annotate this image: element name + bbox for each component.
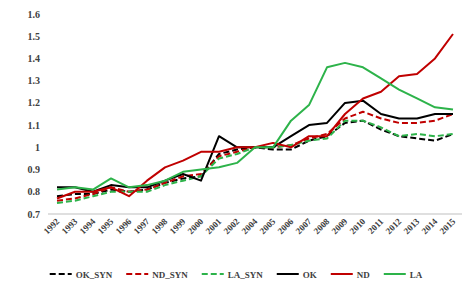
x-tick-label: 2001 bbox=[204, 216, 224, 236]
legend-label: LA bbox=[410, 270, 423, 280]
x-tick-label: 2004 bbox=[240, 216, 260, 236]
legend-label: LA_SYN bbox=[228, 270, 264, 280]
y-tick-label: 1.2 bbox=[28, 97, 41, 108]
x-tick-label: 2014 bbox=[420, 216, 440, 236]
chart: 0.7 0.8 0.9 1 1.1 1.2 1.3 1.4 1.5 1.6 199219931994… bbox=[0, 0, 472, 284]
x-tick-label: 1995 bbox=[96, 216, 116, 236]
legend-label: ND_SYN bbox=[152, 270, 188, 280]
x-tick-label: 2012 bbox=[384, 216, 404, 236]
x-tick-label: 2006 bbox=[276, 216, 296, 236]
y-tick-label: 0.9 bbox=[28, 164, 41, 175]
legend: OK_SYN ND_SYN LA_SYN OK ND LA bbox=[50, 270, 423, 280]
plot-area bbox=[57, 34, 453, 203]
legend-swatch bbox=[126, 273, 148, 275]
y-tick-label: 1.3 bbox=[28, 75, 41, 86]
legend-swatch bbox=[277, 273, 299, 275]
series-line bbox=[57, 63, 453, 190]
y-tick-label: 1.1 bbox=[28, 120, 41, 131]
y-tick-label: 1.6 bbox=[28, 9, 41, 20]
legend-swatch bbox=[384, 273, 406, 275]
y-tick-label: 1.4 bbox=[28, 53, 41, 64]
x-tick-label: 2013 bbox=[402, 216, 422, 236]
x-tick-label: 2015 bbox=[438, 216, 458, 236]
y-tick-label: 0.8 bbox=[28, 186, 41, 197]
x-tick-label: 2009 bbox=[330, 216, 350, 236]
x-tick-label: 1992 bbox=[42, 216, 62, 236]
x-tick-label: 2005 bbox=[258, 216, 278, 236]
x-tick-label: 1997 bbox=[132, 216, 152, 236]
x-axis bbox=[48, 214, 462, 215]
x-tick-label: 2010 bbox=[348, 216, 368, 236]
legend-label: OK bbox=[303, 270, 317, 280]
x-tick-label: 2008 bbox=[312, 216, 332, 236]
x-tick-label: 1996 bbox=[114, 216, 134, 236]
x-tick-label: 1993 bbox=[60, 216, 80, 236]
y-tick-label: 0.7 bbox=[28, 209, 41, 220]
series-line bbox=[57, 101, 453, 192]
series-line bbox=[57, 34, 453, 198]
legend-label: OK_SYN bbox=[76, 270, 113, 280]
x-tick-label: 2000 bbox=[186, 216, 206, 236]
legend-swatch bbox=[50, 273, 72, 275]
y-tick-label: 1.5 bbox=[28, 31, 41, 42]
x-tick-label: 2011 bbox=[366, 216, 386, 236]
x-tick-label: 2002 bbox=[222, 216, 242, 236]
legend-label: ND bbox=[357, 270, 370, 280]
legend-swatch bbox=[202, 273, 224, 275]
x-tick-label: 2007 bbox=[294, 216, 314, 236]
x-tick-label: 1994 bbox=[78, 216, 98, 236]
x-tick-label: 1998 bbox=[150, 216, 170, 236]
series-line bbox=[57, 112, 453, 201]
x-tick-label: 1999 bbox=[168, 216, 188, 236]
y-tick-label: 1 bbox=[35, 142, 40, 153]
legend-swatch bbox=[331, 273, 353, 275]
